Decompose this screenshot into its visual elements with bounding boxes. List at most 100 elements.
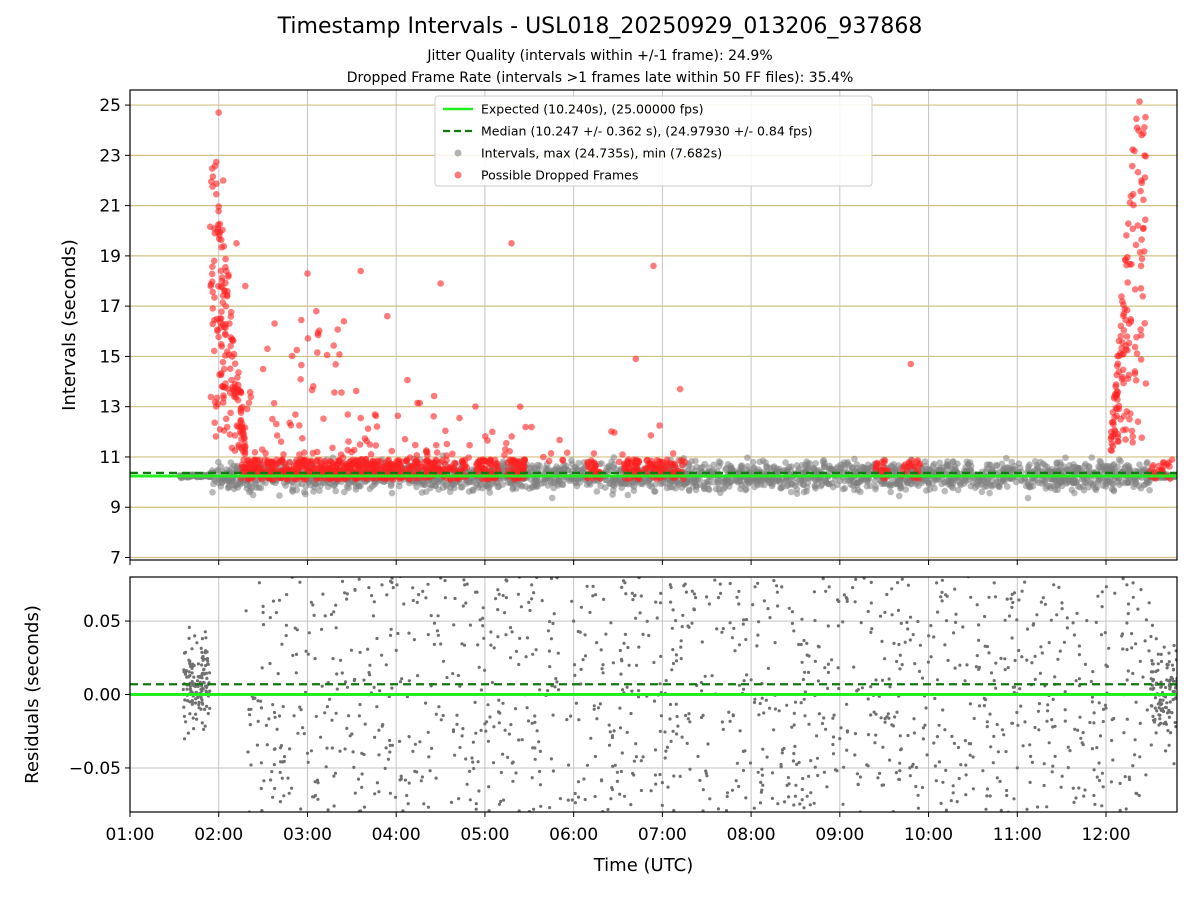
residual-point [196, 675, 200, 679]
residual-point [282, 755, 287, 759]
dropped-frame-point [1111, 428, 1119, 435]
residual-point [460, 642, 464, 646]
residual-point [473, 700, 477, 705]
residual-point [888, 685, 892, 689]
dropped-frame-point [433, 466, 441, 474]
residual-point [935, 678, 940, 682]
residual-point [985, 787, 990, 791]
dropped-frame-point [371, 411, 379, 418]
residual-point [187, 625, 191, 630]
residual-point [531, 746, 535, 750]
interval-point [517, 482, 525, 489]
residual-point [429, 614, 433, 618]
dropped-frame-point [322, 466, 329, 474]
dropped-frame-point [310, 464, 317, 472]
residual-point [957, 776, 961, 781]
residual-point [672, 774, 676, 778]
residual-point [1130, 646, 1134, 650]
residual-point [527, 600, 531, 605]
residual-point [1092, 711, 1096, 715]
interval-point [533, 477, 541, 485]
residual-point [356, 777, 361, 781]
residual-point [1144, 773, 1148, 777]
interval-point [988, 483, 996, 490]
residual-point [1131, 671, 1135, 676]
residual-point [345, 597, 349, 601]
dropped-frame-point [611, 429, 618, 436]
residual-point [357, 714, 361, 718]
residual-point [182, 737, 187, 741]
residual-point [606, 573, 609, 576]
residual-point [737, 784, 741, 789]
interval-point [963, 458, 971, 466]
dropped-frame-point [1133, 115, 1140, 123]
dropped-frame-point [873, 459, 881, 467]
residual-point [332, 804, 336, 808]
dropped-frame-point [339, 454, 347, 462]
residual-point [959, 763, 963, 767]
residual-point [1081, 731, 1085, 735]
interval-point [234, 484, 242, 491]
residual-point [556, 651, 560, 655]
interval-point [902, 486, 910, 493]
residual-point [731, 713, 735, 717]
residual-point [203, 707, 207, 712]
residual-point [191, 716, 195, 720]
residual-point [249, 707, 253, 711]
residual-point [842, 765, 846, 769]
residual-point [259, 706, 264, 710]
residual-point [1009, 597, 1013, 601]
dropped-frame-point [237, 409, 245, 417]
residual-point [315, 778, 320, 782]
residual-point [248, 713, 252, 717]
residual-point [187, 670, 191, 674]
interval-point [583, 481, 591, 489]
residual-point [200, 663, 204, 667]
dropped-frame-point [508, 240, 515, 247]
residual-point [1099, 633, 1104, 637]
residual-point [1075, 611, 1079, 616]
residual-point [694, 596, 698, 600]
interval-point [609, 491, 616, 498]
residual-point [680, 735, 684, 739]
residual-point [1012, 570, 1015, 573]
dropped-frame-point [209, 173, 217, 180]
residual-point [537, 740, 541, 744]
residual-point [204, 690, 208, 694]
interval-point [967, 462, 975, 470]
interval-point [446, 488, 454, 496]
dropped-frame-point [584, 458, 591, 466]
residual-point [481, 606, 485, 610]
residual-point [790, 725, 794, 729]
residual-point [615, 770, 620, 774]
residual-point [555, 680, 559, 684]
dropped-frame-point [556, 436, 563, 444]
residual-point [944, 619, 949, 623]
interval-point [1101, 477, 1109, 485]
dropped-frame-point [466, 441, 473, 449]
residual-point [929, 624, 933, 628]
dropped-frame-point [1129, 162, 1136, 170]
dropped-frame-point [218, 308, 225, 316]
residual-point [622, 794, 627, 798]
residual-point [1038, 671, 1042, 675]
residual-point [443, 570, 446, 573]
residual-point [196, 684, 200, 689]
dropped-frame-point [330, 342, 338, 349]
residual-point [281, 760, 285, 764]
residual-point [273, 747, 277, 751]
residual-point [765, 568, 768, 571]
residual-point [432, 621, 437, 625]
residual-point [465, 582, 469, 586]
dropped-frame-point [1120, 379, 1127, 387]
residual-point [400, 813, 403, 816]
residual-point [345, 726, 349, 731]
interval-point [825, 467, 833, 475]
residual-point [502, 572, 505, 575]
residual-point [489, 630, 493, 634]
interval-point [1096, 464, 1104, 471]
interval-point [1034, 465, 1041, 473]
residual-point [508, 626, 513, 630]
interval-point [593, 488, 601, 495]
dropped-frame-point [657, 458, 664, 466]
